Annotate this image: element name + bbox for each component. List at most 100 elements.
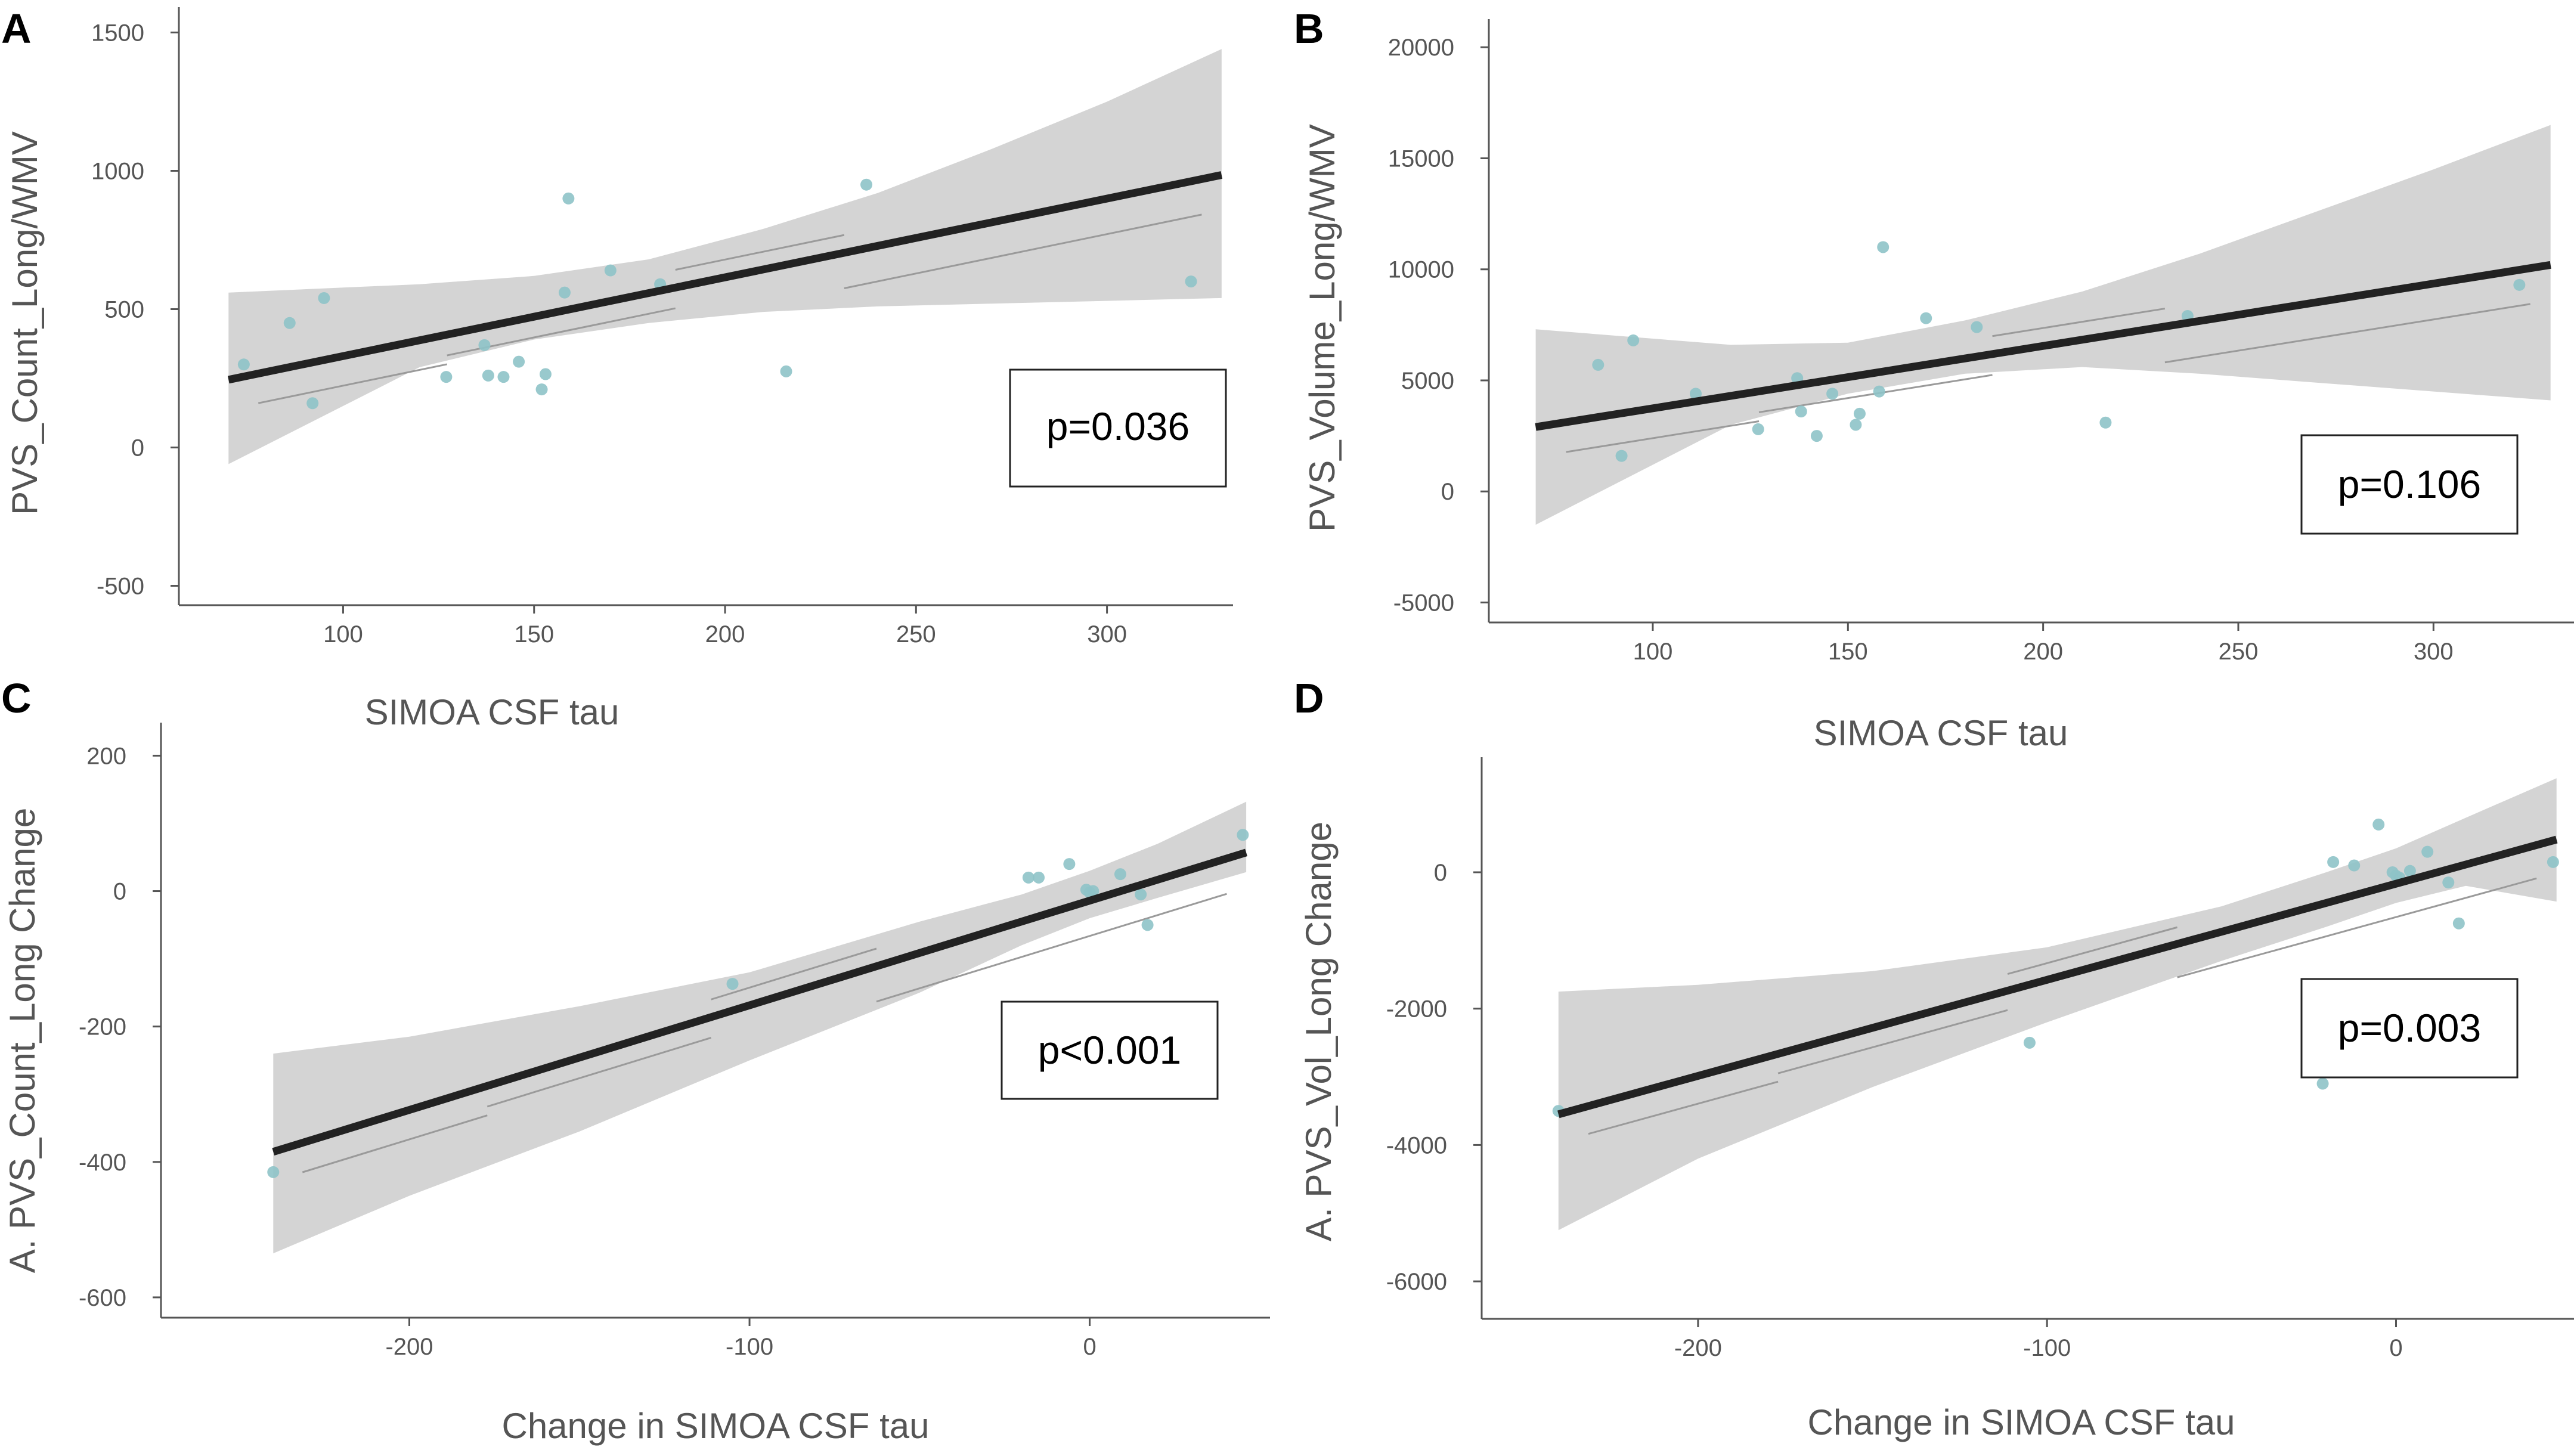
panel-c-data-point: [1135, 888, 1147, 901]
panel-c-x-tick-label: 0: [1083, 1334, 1096, 1360]
panel-d-subgroup-line: [2007, 926, 2178, 975]
panel-c-data-point: [1022, 871, 1034, 884]
panel-a-data-point: [780, 365, 792, 377]
panel-c-data-point: [267, 1166, 280, 1178]
panel-b-subgroup-line: [2164, 303, 2530, 364]
panel-b-data-point: [1592, 358, 1605, 371]
panel-c-data-point: [1033, 871, 1045, 884]
panel-b-confidence-band: [1535, 125, 2551, 525]
panel-b-data-point: [1971, 321, 1983, 333]
panel-b-data-point: [1752, 423, 1764, 435]
panel-a-p-value: p=0.036: [1046, 404, 1190, 448]
panel-b-subgroup-line: [1566, 420, 1760, 453]
panel-a-subgroup-line: [675, 234, 845, 271]
panel-c-subgroup-line: [487, 1037, 712, 1108]
panel-a-data-point: [539, 368, 552, 380]
panel-b-y-tick-label: 20000: [1388, 35, 1454, 61]
panel-c-y-tick-label: 0: [113, 879, 126, 905]
panel-a-data-point: [558, 286, 571, 299]
panel-c-x-axis-title: Change in SIMOA CSF tau: [501, 1406, 929, 1446]
panel-d-data-point: [2442, 876, 2455, 889]
panel-d-subgroup-line: [2177, 877, 2537, 978]
panel-a-subgroup-line: [258, 363, 447, 404]
panel-c-y-tick-label: 200: [86, 743, 126, 769]
panel-c-y-tick-label: -600: [79, 1285, 126, 1311]
panel-d-data-point: [2348, 859, 2361, 872]
panel-b-x-axis-title: SIMOA CSF tau: [1814, 713, 2068, 753]
panel-b-p-value-box: [2300, 434, 2519, 535]
panel-a-y-tick-label: 1000: [91, 158, 144, 184]
panel-c-data-point: [1237, 829, 1249, 841]
panel-b-x-tick-label: 100: [1633, 639, 1673, 665]
panel-a-data-point: [440, 371, 453, 383]
panel-b-data-point: [1826, 388, 1839, 400]
panel-d-data-point: [2327, 856, 2340, 868]
panel-a-y-tick-label: 500: [104, 297, 144, 323]
panel-c-subgroup-line: [711, 947, 877, 1000]
panel-b-data-point: [1920, 312, 1932, 324]
panel-a-x-axis-title: SIMOA CSF tau: [365, 692, 620, 732]
panel-d-data-point: [2421, 845, 2434, 858]
panel-b-y-tick-label: 5000: [1401, 368, 1454, 394]
panel-d-data-point: [2372, 818, 2385, 831]
panel-d-data-point: [2403, 865, 2416, 877]
panel-c-x-tick-label: -100: [726, 1334, 773, 1360]
panel-a-p-value-box: [1009, 368, 1227, 488]
panel-c-y-tick-label: -400: [79, 1150, 126, 1176]
panel-b-x-tick-label: 250: [2219, 639, 2259, 665]
panel-a-subgroup-line: [844, 213, 1202, 289]
panel-d-data-point: [2547, 856, 2559, 868]
panel-b-data-point: [1795, 405, 1807, 418]
panel-d-data-point: [2023, 1036, 2036, 1049]
panel-b-y-tick-label: -5000: [1393, 590, 1454, 616]
panel-d-letter: D: [1294, 675, 1324, 721]
panel-a-x-tick-label: 150: [514, 621, 554, 648]
panel-d-confidence-band: [1558, 778, 2557, 1231]
panel-c-p-value-box: [1001, 1000, 1219, 1100]
panel-a-data-point: [497, 371, 510, 383]
panel-b-regression-line: [1535, 261, 2551, 431]
panel-b-data-point: [1615, 450, 1628, 462]
panel-a-data-point: [306, 397, 319, 410]
panel-d-x-axis-title: Change in SIMOA CSF tau: [1807, 1402, 2235, 1442]
panel-b-data-point: [1627, 334, 1640, 346]
panel-b-data-point: [2099, 416, 2112, 429]
panel-d-data-point: [2316, 1077, 2329, 1090]
panel-b-data-point: [1873, 385, 1885, 398]
panel-b-data-point: [1877, 241, 1890, 253]
panel-a-data-point: [318, 292, 330, 304]
panel-b-subgroup-line: [1992, 308, 2166, 337]
panel-a-x-tick-label: 300: [1087, 621, 1127, 648]
panel-b-data-point: [1853, 407, 1866, 420]
panel-a-data-point: [562, 192, 575, 205]
panel-a-confidence-band: [228, 49, 1222, 464]
panel-a-x-tick-label: 100: [323, 621, 363, 648]
panel-c-data-point: [1063, 858, 1076, 870]
panel-a-regression-line: [227, 171, 1223, 384]
panel-a-data-point: [283, 317, 296, 329]
panel-a-y-axis-title: PVS_Count_Long/WMV: [5, 131, 45, 515]
panel-c-data-point: [1141, 919, 1154, 931]
panel-c-p-value: p<0.001: [1038, 1028, 1181, 1072]
panel-c-y-axis-title: A. PVS_Count_Long Change: [2, 808, 42, 1274]
panel-a-data-point: [1185, 275, 1197, 288]
panel-b-x-tick-label: 300: [2414, 639, 2454, 665]
panel-d-x-tick-label: -200: [1674, 1335, 1722, 1361]
panel-c-data-point: [726, 978, 739, 990]
panel-c-confidence-band: [273, 801, 1247, 1254]
panel-d: D -200 -100 0 -6000 -4000 -2000 0 Change in SI…: [1294, 675, 2574, 1442]
panel-a-data-point: [237, 358, 250, 371]
panel-b-y-axis-title: PVS_Volume_Long/WMV: [1302, 124, 1342, 532]
panel-c-letter: C: [1, 675, 32, 721]
panel-b-y-tick-label: 15000: [1388, 145, 1454, 172]
panel-b-data-point: [1850, 419, 1862, 431]
panel-a-data-point: [535, 383, 548, 396]
panel-d-x-tick-label: 0: [2389, 1335, 2402, 1361]
panel-c-subgroup-line: [302, 1114, 488, 1173]
panel-b-x-tick-label: 200: [2023, 639, 2063, 665]
panel-d-regression-line: [1557, 835, 2558, 1119]
panel-a-data-point: [478, 339, 491, 351]
panel-a-y-tick-label: 1500: [91, 20, 144, 46]
panel-d-y-tick-label: -6000: [1386, 1269, 1447, 1295]
